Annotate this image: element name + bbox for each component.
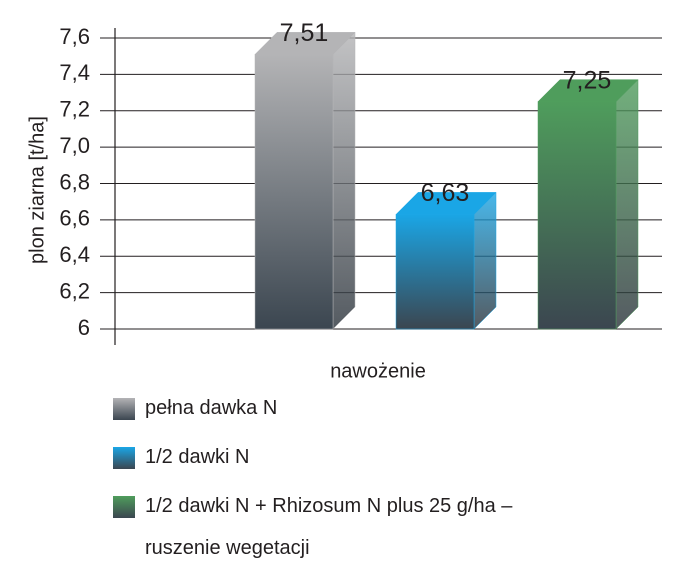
y-tick-label: 7,2: [59, 97, 90, 122]
bar: [395, 214, 475, 330]
y-tick-label: 6,8: [59, 169, 90, 194]
y-axis-label: plon ziarna [t/ha]: [26, 116, 48, 264]
y-tick-label: 6,4: [59, 242, 90, 267]
y-tick-label: 6: [78, 315, 90, 340]
chart: plon ziarna [t/ha] nawożenie 6 6,2 6,4 6,6 6…: [26, 19, 662, 382]
legend-label: 1/2 dawki N: [145, 446, 250, 468]
data-label: 6,63: [421, 179, 470, 207]
y-tick-label: 7,4: [59, 60, 90, 85]
legend-swatch: [113, 447, 135, 469]
y-tick-label: 6,6: [59, 206, 90, 231]
y-tick-label: 6,2: [59, 278, 90, 303]
y-tick-label: 7,6: [59, 24, 90, 49]
legend: pełna dawka N 1/2 dawki N 1/2 dawki N + Rh…: [113, 396, 593, 585]
bar-side: [615, 79, 639, 330]
legend-label: 1/2 dawki N + Rhizosum N plus 25 g/ha – …: [145, 495, 513, 559]
bar: [254, 54, 334, 330]
legend-swatch: [113, 398, 135, 420]
bar: [537, 101, 617, 330]
y-tick-label: 7,0: [59, 133, 90, 158]
legend-swatch: [113, 496, 135, 518]
data-label: 7,25: [563, 66, 612, 94]
bar-side: [473, 191, 497, 330]
data-label: 7,51: [280, 19, 329, 47]
x-axis-label: nawożenie: [330, 360, 426, 382]
legend-item: 1/2 dawki N: [113, 445, 593, 478]
legend-item: 1/2 dawki N + Rhizosum N plus 25 g/ha – …: [113, 494, 593, 569]
legend-label: pełna dawka N: [145, 397, 278, 419]
page: plon ziarna [t/ha] nawożenie 6 6,2 6,4 6,6 6…: [26, 18, 662, 559]
legend-item: pełna dawka N: [113, 396, 593, 429]
bar-side: [332, 31, 356, 330]
